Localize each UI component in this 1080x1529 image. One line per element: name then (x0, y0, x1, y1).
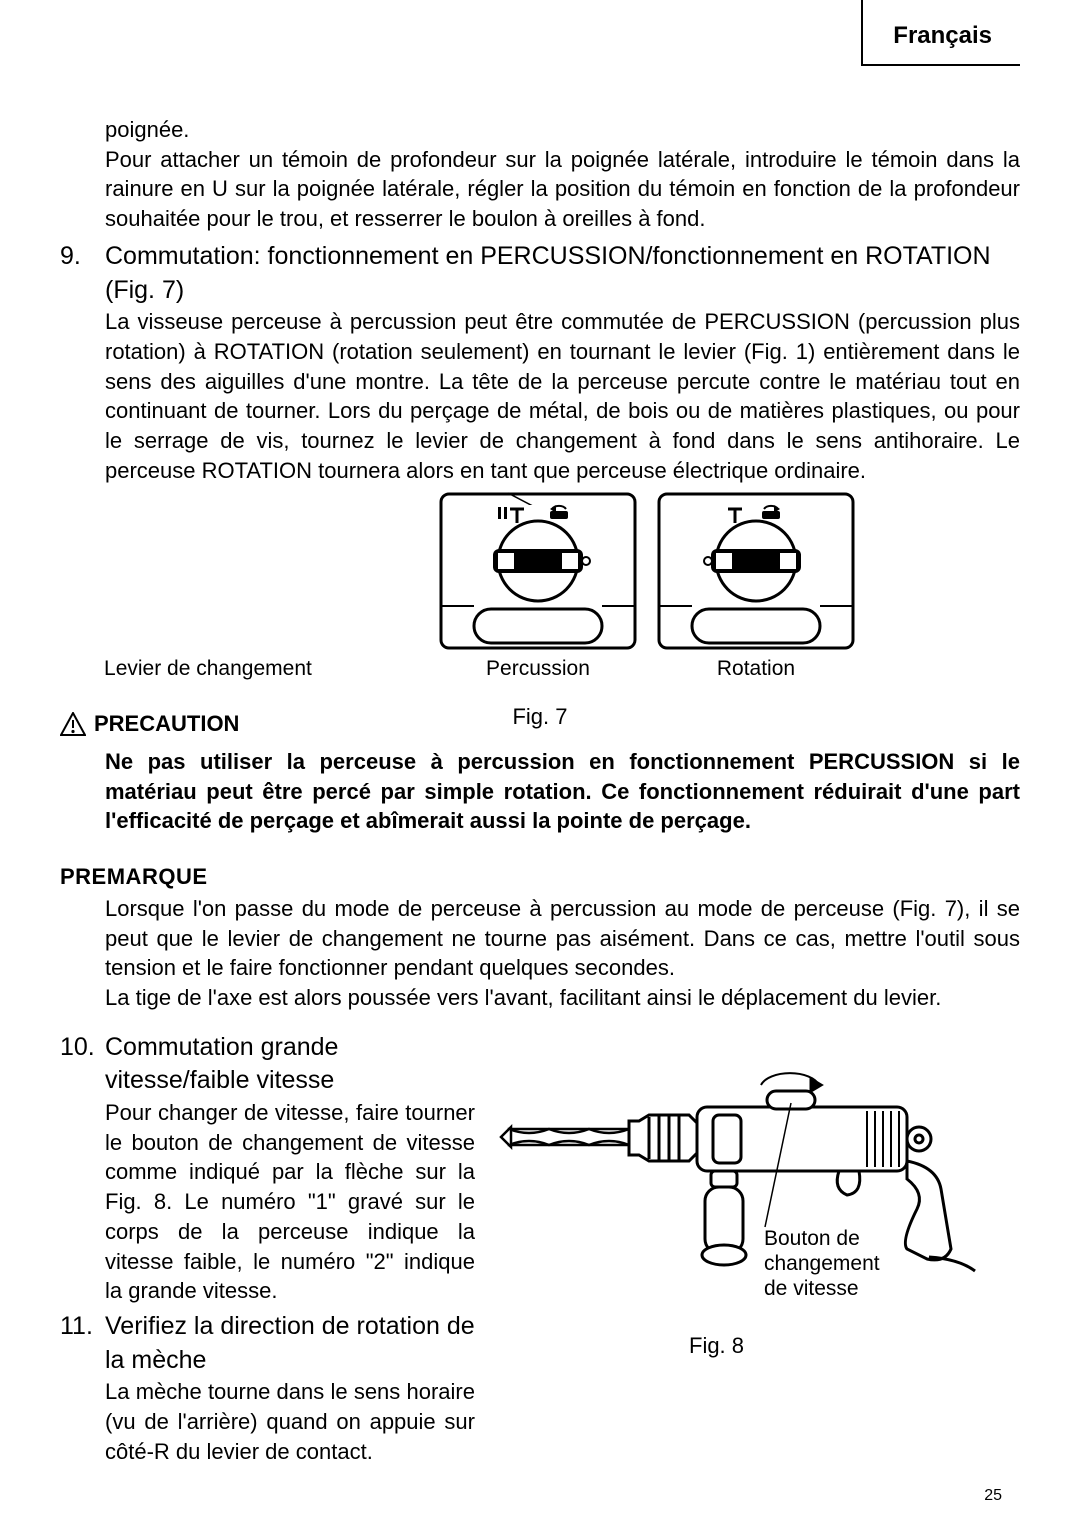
percussion-label: Percussion (438, 655, 638, 683)
text: Lorsque l'on passe du mode de perceuse à… (105, 896, 1020, 980)
text: Bouton de (764, 1227, 860, 1250)
section-10-title: Commutation grande vitesse/faible vitess… (105, 1031, 475, 1099)
section-9: 9. Commutation: fonctionnement en PERCUS… (60, 240, 1020, 308)
list-number: 11. (60, 1310, 105, 1378)
premarque-label: PREMARQUE (60, 862, 1020, 892)
precaution-label: PRECAUTION (94, 709, 239, 739)
section-11-body: La mèche tourne dans le sens horaire (vu… (105, 1377, 475, 1466)
page-content: poignée. Pour attacher un témoin de prof… (60, 30, 1020, 1466)
section8-continuation: poignée. Pour attacher un témoin de prof… (105, 115, 1020, 234)
left-column: 10. Commutation grande vitesse/faible vi… (60, 1031, 475, 1467)
page-number: 25 (984, 1487, 1002, 1505)
two-column-area: 10. Commutation grande vitesse/faible vi… (60, 1031, 1020, 1467)
list-number: 9. (60, 240, 105, 308)
section-10: 10. Commutation grande vitesse/faible vi… (60, 1031, 475, 1099)
warning-triangle-icon (60, 712, 86, 736)
section-9-title: Commutation: fonctionnement en PERCUSSIO… (105, 240, 1020, 308)
percussion-diagram-icon (438, 491, 638, 651)
leader-line (438, 485, 858, 505)
section-11-title: Verifiez la direction de rotation de la … (105, 1310, 475, 1378)
fig7-top-label: Levier de changement (104, 655, 312, 683)
section-9-body: La visseuse perceuse à percussion peut ê… (105, 307, 1020, 485)
text: La tige de l'axe est alors poussée vers … (105, 985, 941, 1010)
text: poignée. (105, 117, 189, 142)
fig7-panel-percussion: Percussion (438, 491, 638, 683)
language-label: Français (893, 22, 992, 49)
figure-7: Levier de changement (60, 491, 1020, 731)
precaution-body: Ne pas utiliser la perceuse à percussion… (105, 747, 1020, 836)
text: changement (764, 1252, 880, 1275)
fig7-panel-rotation: Rotation (656, 491, 856, 683)
text: de vitesse (764, 1277, 859, 1300)
language-tab: Français (861, 0, 1020, 66)
premarque-body: Lorsque l'on passe du mode de perceuse à… (105, 894, 1020, 1013)
section-10-body: Pour changer de vitesse, faire tourner l… (105, 1098, 475, 1306)
fig8-caption: Fig. 8 (689, 1331, 744, 1361)
figure-8: Bouton de changement de vitesse Fig. 8 (499, 1031, 1020, 1467)
rotation-label: Rotation (656, 655, 856, 683)
rotation-diagram-icon (656, 491, 856, 651)
section-11: 11. Verifiez la direction de rotation de… (60, 1310, 475, 1378)
drill-diagram-icon (499, 1031, 979, 1291)
list-number: 10. (60, 1031, 105, 1099)
fig8-callout: Bouton de changement de vitesse (764, 1226, 880, 1302)
text: Pour attacher un témoin de profondeur su… (105, 147, 1020, 231)
manual-page: Français poignée. Pour attacher un témoi… (0, 0, 1080, 1529)
